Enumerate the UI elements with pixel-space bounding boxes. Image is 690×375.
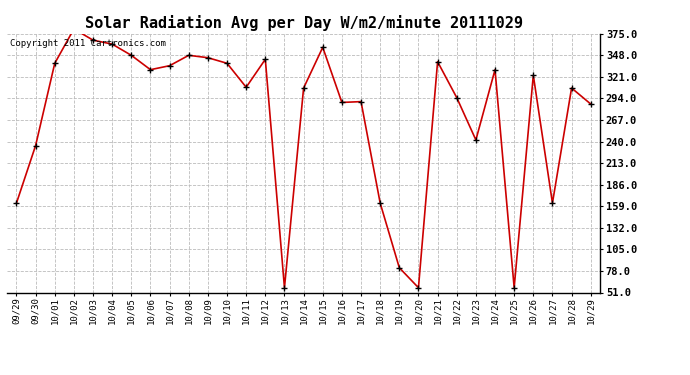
Title: Solar Radiation Avg per Day W/m2/minute 20111029: Solar Radiation Avg per Day W/m2/minute …	[85, 15, 522, 31]
Text: Copyright 2011 Cartronics.com: Copyright 2011 Cartronics.com	[10, 39, 166, 48]
